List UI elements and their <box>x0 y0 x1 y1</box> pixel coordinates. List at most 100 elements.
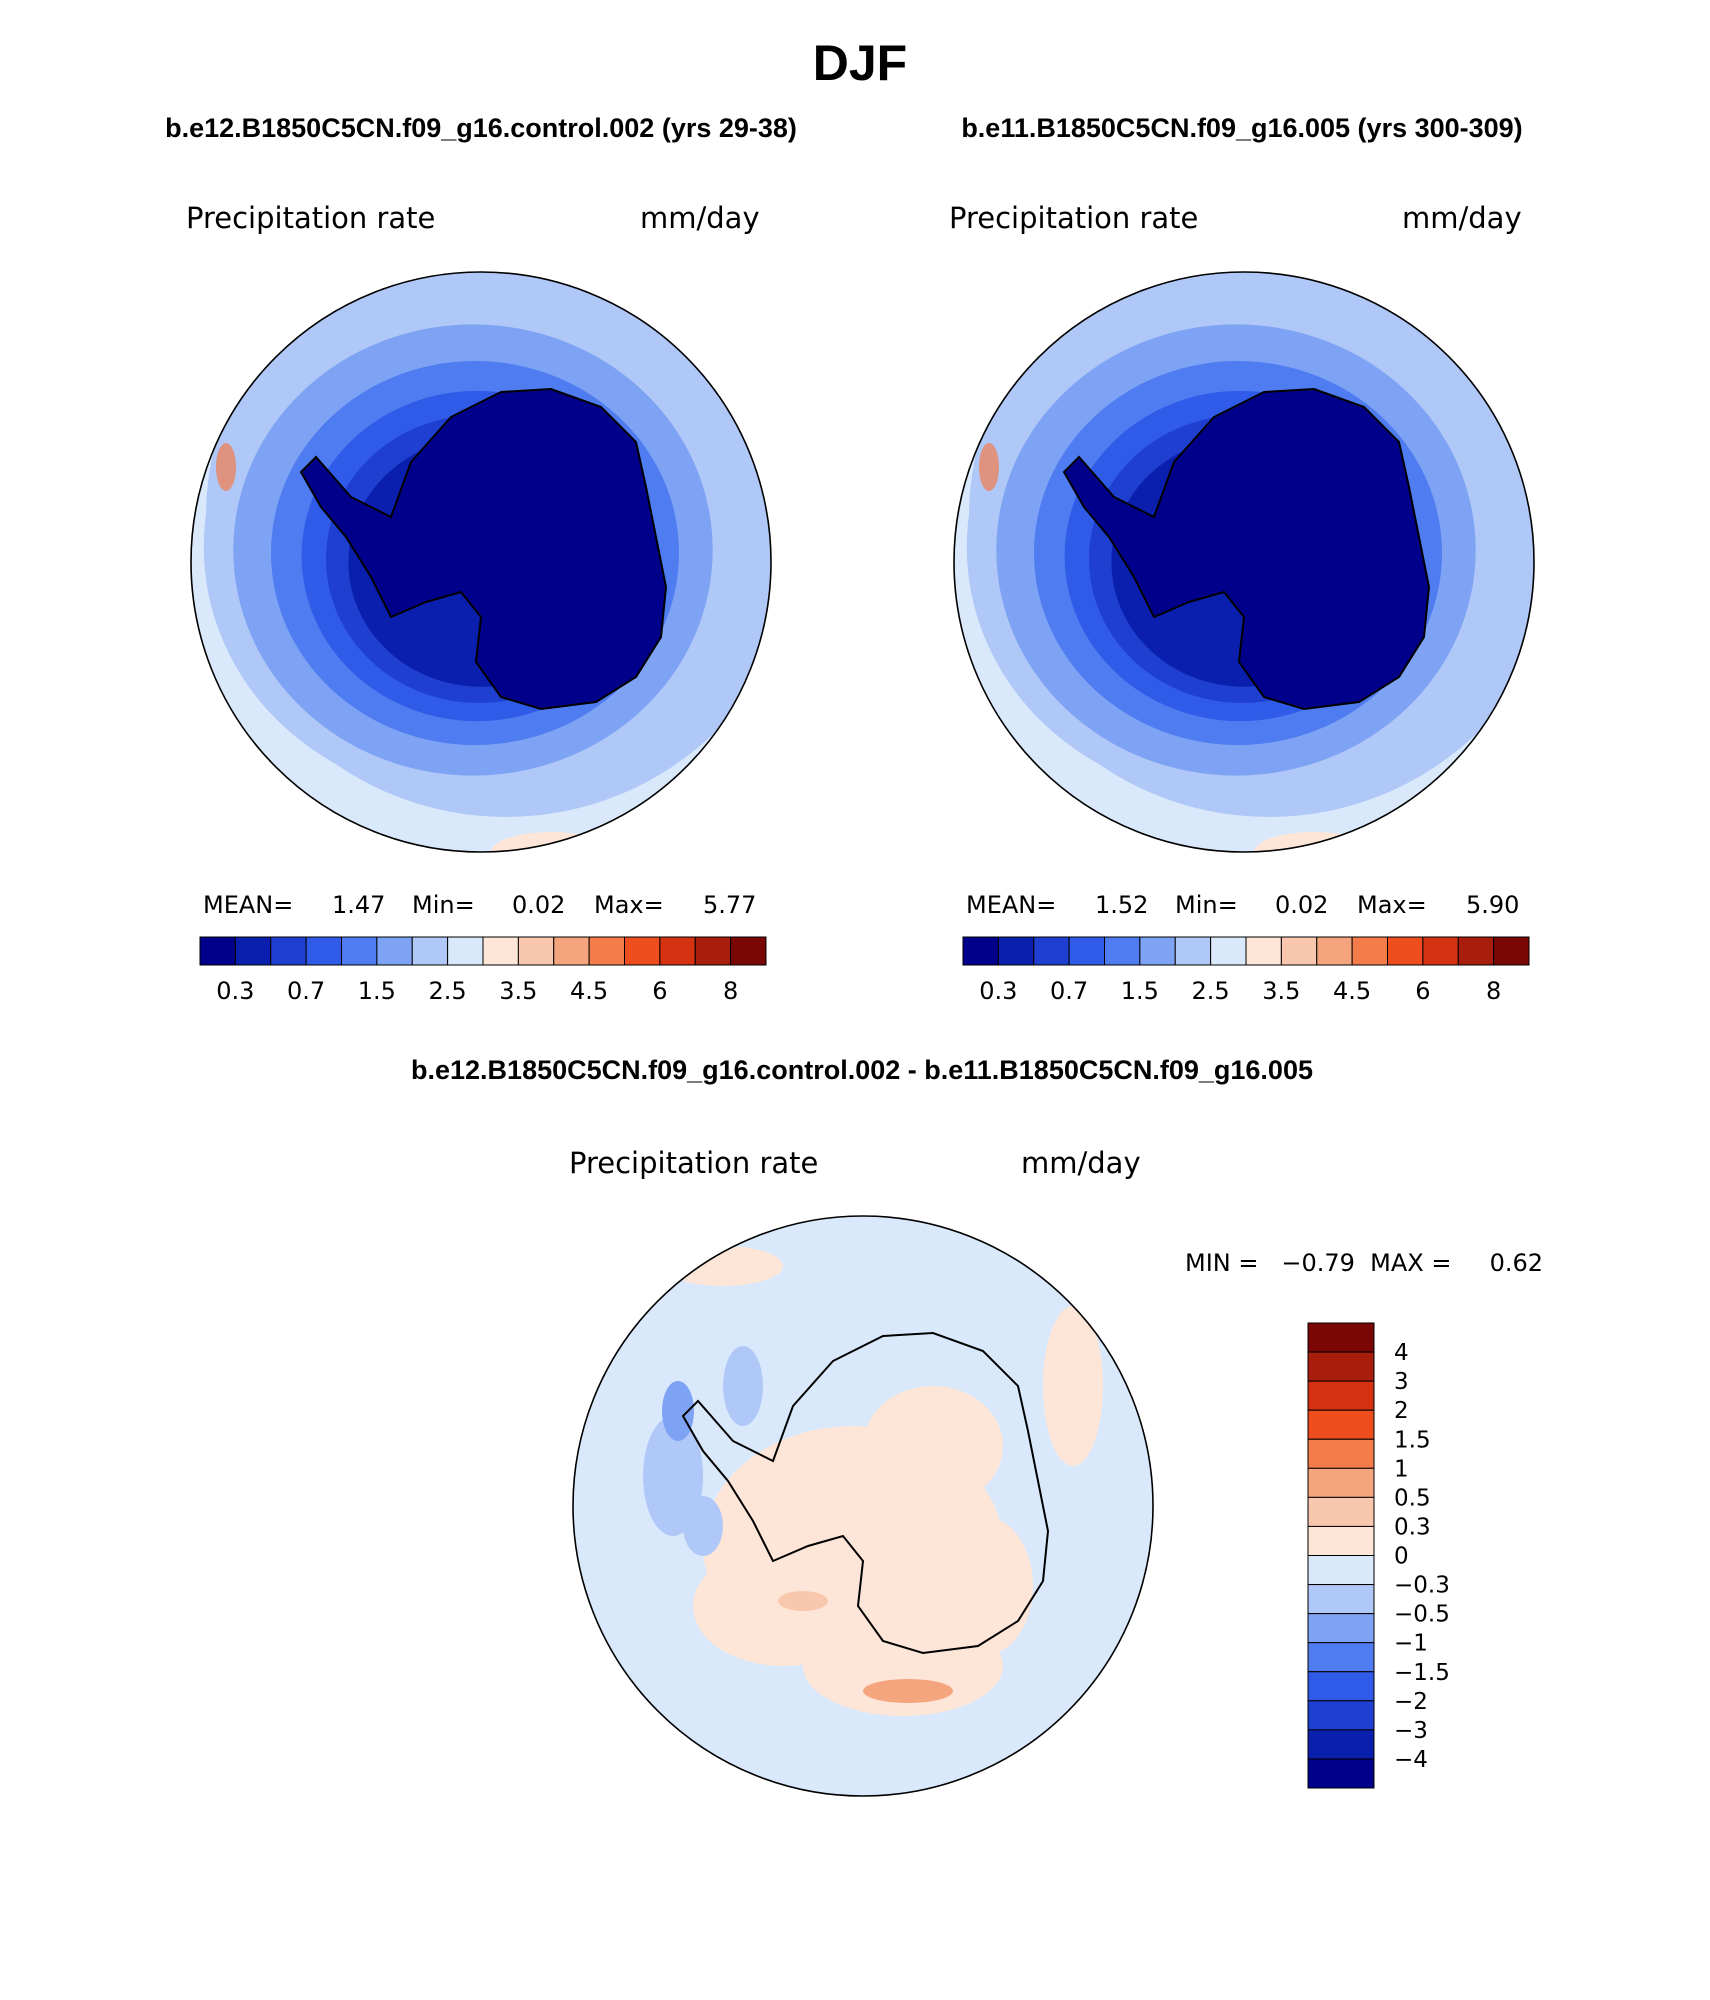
difference-units: mm/day <box>1021 1146 1141 1180</box>
diff-colorbar-swatch-3 <box>1307 1409 1375 1440</box>
panel-a-variable: Precipitation rate <box>186 201 435 235</box>
panel-a-mean-value: 1.47 <box>332 891 385 919</box>
diff-colorbar-swatch-9 <box>1307 1584 1375 1615</box>
warm-patch-south <box>491 832 611 852</box>
diff-colorbar-tick-label: −2 <box>1394 1689 1428 1715</box>
colorbar-swatch-2 <box>270 936 307 966</box>
diff-colorbar-tick-label: −3 <box>1394 1718 1428 1744</box>
colorbar-swatch-12 <box>624 936 661 966</box>
panel-b-units: mm/day <box>1402 201 1522 235</box>
colorbar-tick-label: 4.5 <box>570 977 608 1005</box>
colorbar-tick-label: 4.5 <box>1333 977 1371 1005</box>
diff-red-southeast <box>863 1679 953 1703</box>
diff-colorbar-tick-label: 0 <box>1394 1544 1409 1570</box>
panel-b-map-border <box>953 271 1535 853</box>
colorbar-swatch-11 <box>588 936 625 966</box>
difference-min-max: MIN = −0.79 MAX = 0.62 <box>1185 1249 1543 1277</box>
diff-colorbar-tick-label: 2 <box>1394 1398 1409 1424</box>
colorbar-swatch-11 <box>1351 936 1388 966</box>
diff-colorbar-swatch-0 <box>1307 1322 1375 1353</box>
panel-a-map <box>191 272 771 852</box>
panel-a-map-border <box>190 271 772 853</box>
diff-colorbar-swatch-8 <box>1307 1555 1375 1586</box>
diff-colorbar-swatch-11 <box>1307 1642 1375 1673</box>
diff-continent-outline <box>681 1331 1050 1655</box>
colorbar-swatch-9 <box>517 936 555 966</box>
diff-colorbar-swatch-14 <box>1307 1729 1375 1760</box>
diff-blue-0 <box>643 1416 703 1536</box>
continent-outline <box>1062 387 1431 711</box>
colorbar-swatch-4 <box>1104 936 1141 966</box>
diff-colorbar-swatch-1 <box>1307 1351 1375 1382</box>
colorbar-swatch-1 <box>234 936 272 966</box>
colorbar-swatch-0 <box>962 936 999 966</box>
panel-a-mean-label: MEAN= <box>203 891 293 919</box>
colorbar-swatch-13 <box>659 936 696 966</box>
diff-blue-1 <box>683 1496 723 1556</box>
colorbar-swatch-14 <box>694 936 732 966</box>
diff-colorbar-swatch-4 <box>1307 1438 1375 1469</box>
panel-b-map <box>954 272 1534 852</box>
colorbar-swatch-13 <box>1422 936 1459 966</box>
panel-b-max-value: 5.90 <box>1466 891 1519 919</box>
diff-colorbar-tick-label: −1 <box>1394 1631 1428 1657</box>
colorbar-tick-label: 3.5 <box>499 977 537 1005</box>
colorbar-tick-label: 1.5 <box>358 977 396 1005</box>
colorbar-swatch-0 <box>199 936 236 966</box>
diff-colorbar-swatch-2 <box>1307 1380 1375 1411</box>
panel-b-min-value: 0.02 <box>1275 891 1328 919</box>
diff-colorbar-swatch-7 <box>1307 1525 1375 1556</box>
colorbar-tick-label: 0.7 <box>287 977 325 1005</box>
difference-variable: Precipitation rate <box>569 1146 818 1180</box>
diff-colorbar-swatch-6 <box>1307 1496 1375 1527</box>
colorbar-swatch-1 <box>997 936 1035 966</box>
colorbar-tick-label: 8 <box>723 977 738 1005</box>
diff-colorbar-tick-label: 4 <box>1394 1340 1409 1366</box>
colorbar-tick-label: 6 <box>652 977 667 1005</box>
diff-colorbar-swatch-13 <box>1307 1700 1375 1731</box>
diff-colorbar-tick-label: 1.5 <box>1394 1427 1431 1453</box>
colorbar-swatch-7 <box>1210 936 1247 966</box>
colorbar-tick-label: 2.5 <box>429 977 467 1005</box>
panel-b-mean-value: 1.52 <box>1095 891 1148 919</box>
panel-a-min-label: Min= <box>412 891 475 919</box>
colorbar-swatch-10 <box>1316 936 1353 966</box>
season-title: DJF <box>813 35 907 91</box>
diff-blue-peninsula <box>662 1381 694 1441</box>
colorbar-swatch-3 <box>305 936 342 966</box>
panel-b-colorbar: 0.3 0.7 1.5 2.5 3.5 4.5 6 8 <box>962 936 1530 1005</box>
diff-colorbar-swatch-15 <box>1307 1758 1375 1789</box>
panel-b-stats: MEAN= 1.52 Min= 0.02 Max= 5.90 <box>966 891 1519 919</box>
continent-outline <box>299 387 668 711</box>
colorbar-swatch-8 <box>482 936 519 966</box>
warm-patch-west <box>216 443 236 491</box>
colorbar-swatch-12 <box>1387 936 1424 966</box>
colorbar-tick-label: 0.3 <box>979 977 1017 1005</box>
colorbar-tick-label: 1.5 <box>1121 977 1159 1005</box>
diff-colorbar-tick-label: −1.5 <box>1394 1660 1450 1686</box>
difference-title: b.e12.B1850C5CN.f09_g16.control.002 - b.… <box>411 1055 1313 1085</box>
colorbar-swatch-7 <box>447 936 484 966</box>
colorbar-tick-label: 0.7 <box>1050 977 1088 1005</box>
warm-patch-south <box>1254 832 1374 852</box>
panel-b-case-label: b.e11.B1850C5CN.f09_g16.005 (yrs 300-309… <box>961 113 1522 143</box>
panel-a-units: mm/day <box>640 201 760 235</box>
diff-colorbar-tick-label: −0.3 <box>1394 1573 1450 1599</box>
colorbar-swatch-14 <box>1457 936 1495 966</box>
panel-b-mean-label: MEAN= <box>966 891 1056 919</box>
panel-a-stats: MEAN= 1.47 Min= 0.02 Max= 5.77 <box>203 891 756 919</box>
colorbar-swatch-10 <box>553 936 590 966</box>
panel-a-case-label: b.e12.B1850C5CN.f09_g16.control.002 (yrs… <box>165 113 797 143</box>
colorbar-tick-label: 8 <box>1486 977 1501 1005</box>
diff-colorbar-tick-label: 0.5 <box>1394 1485 1431 1511</box>
warm-patch-west <box>979 443 999 491</box>
panel-a-colorbar: 0.3 0.7 1.5 2.5 3.5 4.5 6 8 <box>199 936 767 1005</box>
colorbar-swatch-5 <box>1139 936 1176 966</box>
diff-colorbar-tick-label: −0.5 <box>1394 1602 1450 1628</box>
continent-fill <box>1064 389 1429 709</box>
colorbar-swatch-9 <box>1280 936 1318 966</box>
diff-colorbar-tick-label: 0.3 <box>1394 1514 1431 1540</box>
colorbar-swatch-6 <box>411 936 449 966</box>
colorbar-tick-label: 3.5 <box>1262 977 1300 1005</box>
colorbar-swatch-3 <box>1068 936 1105 966</box>
